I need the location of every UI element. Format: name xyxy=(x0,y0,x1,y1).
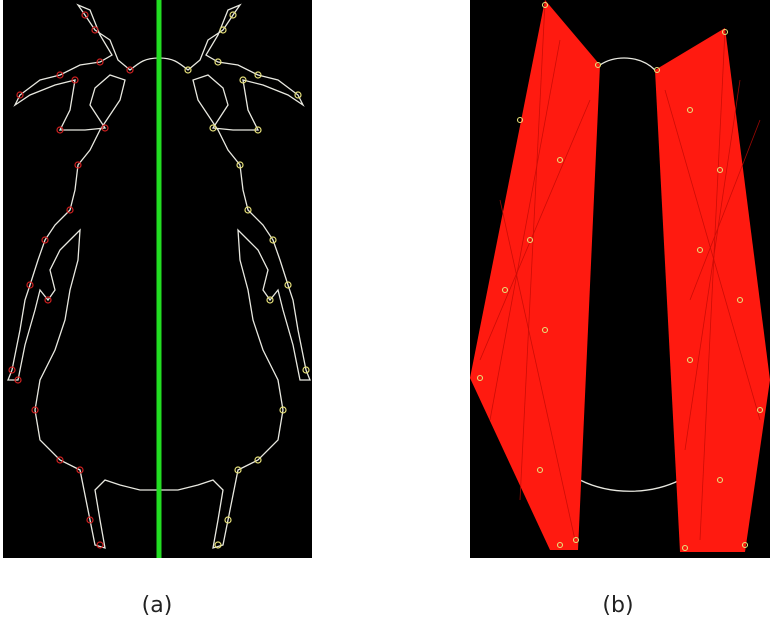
figure: (a) (b) xyxy=(0,0,770,625)
panel-a xyxy=(3,0,312,558)
caption: (b) xyxy=(602,593,633,618)
caption: (a) xyxy=(142,593,173,618)
page: (a) (b) (() => { const data = JSON.parse… xyxy=(0,0,770,625)
panel-b xyxy=(470,0,770,558)
